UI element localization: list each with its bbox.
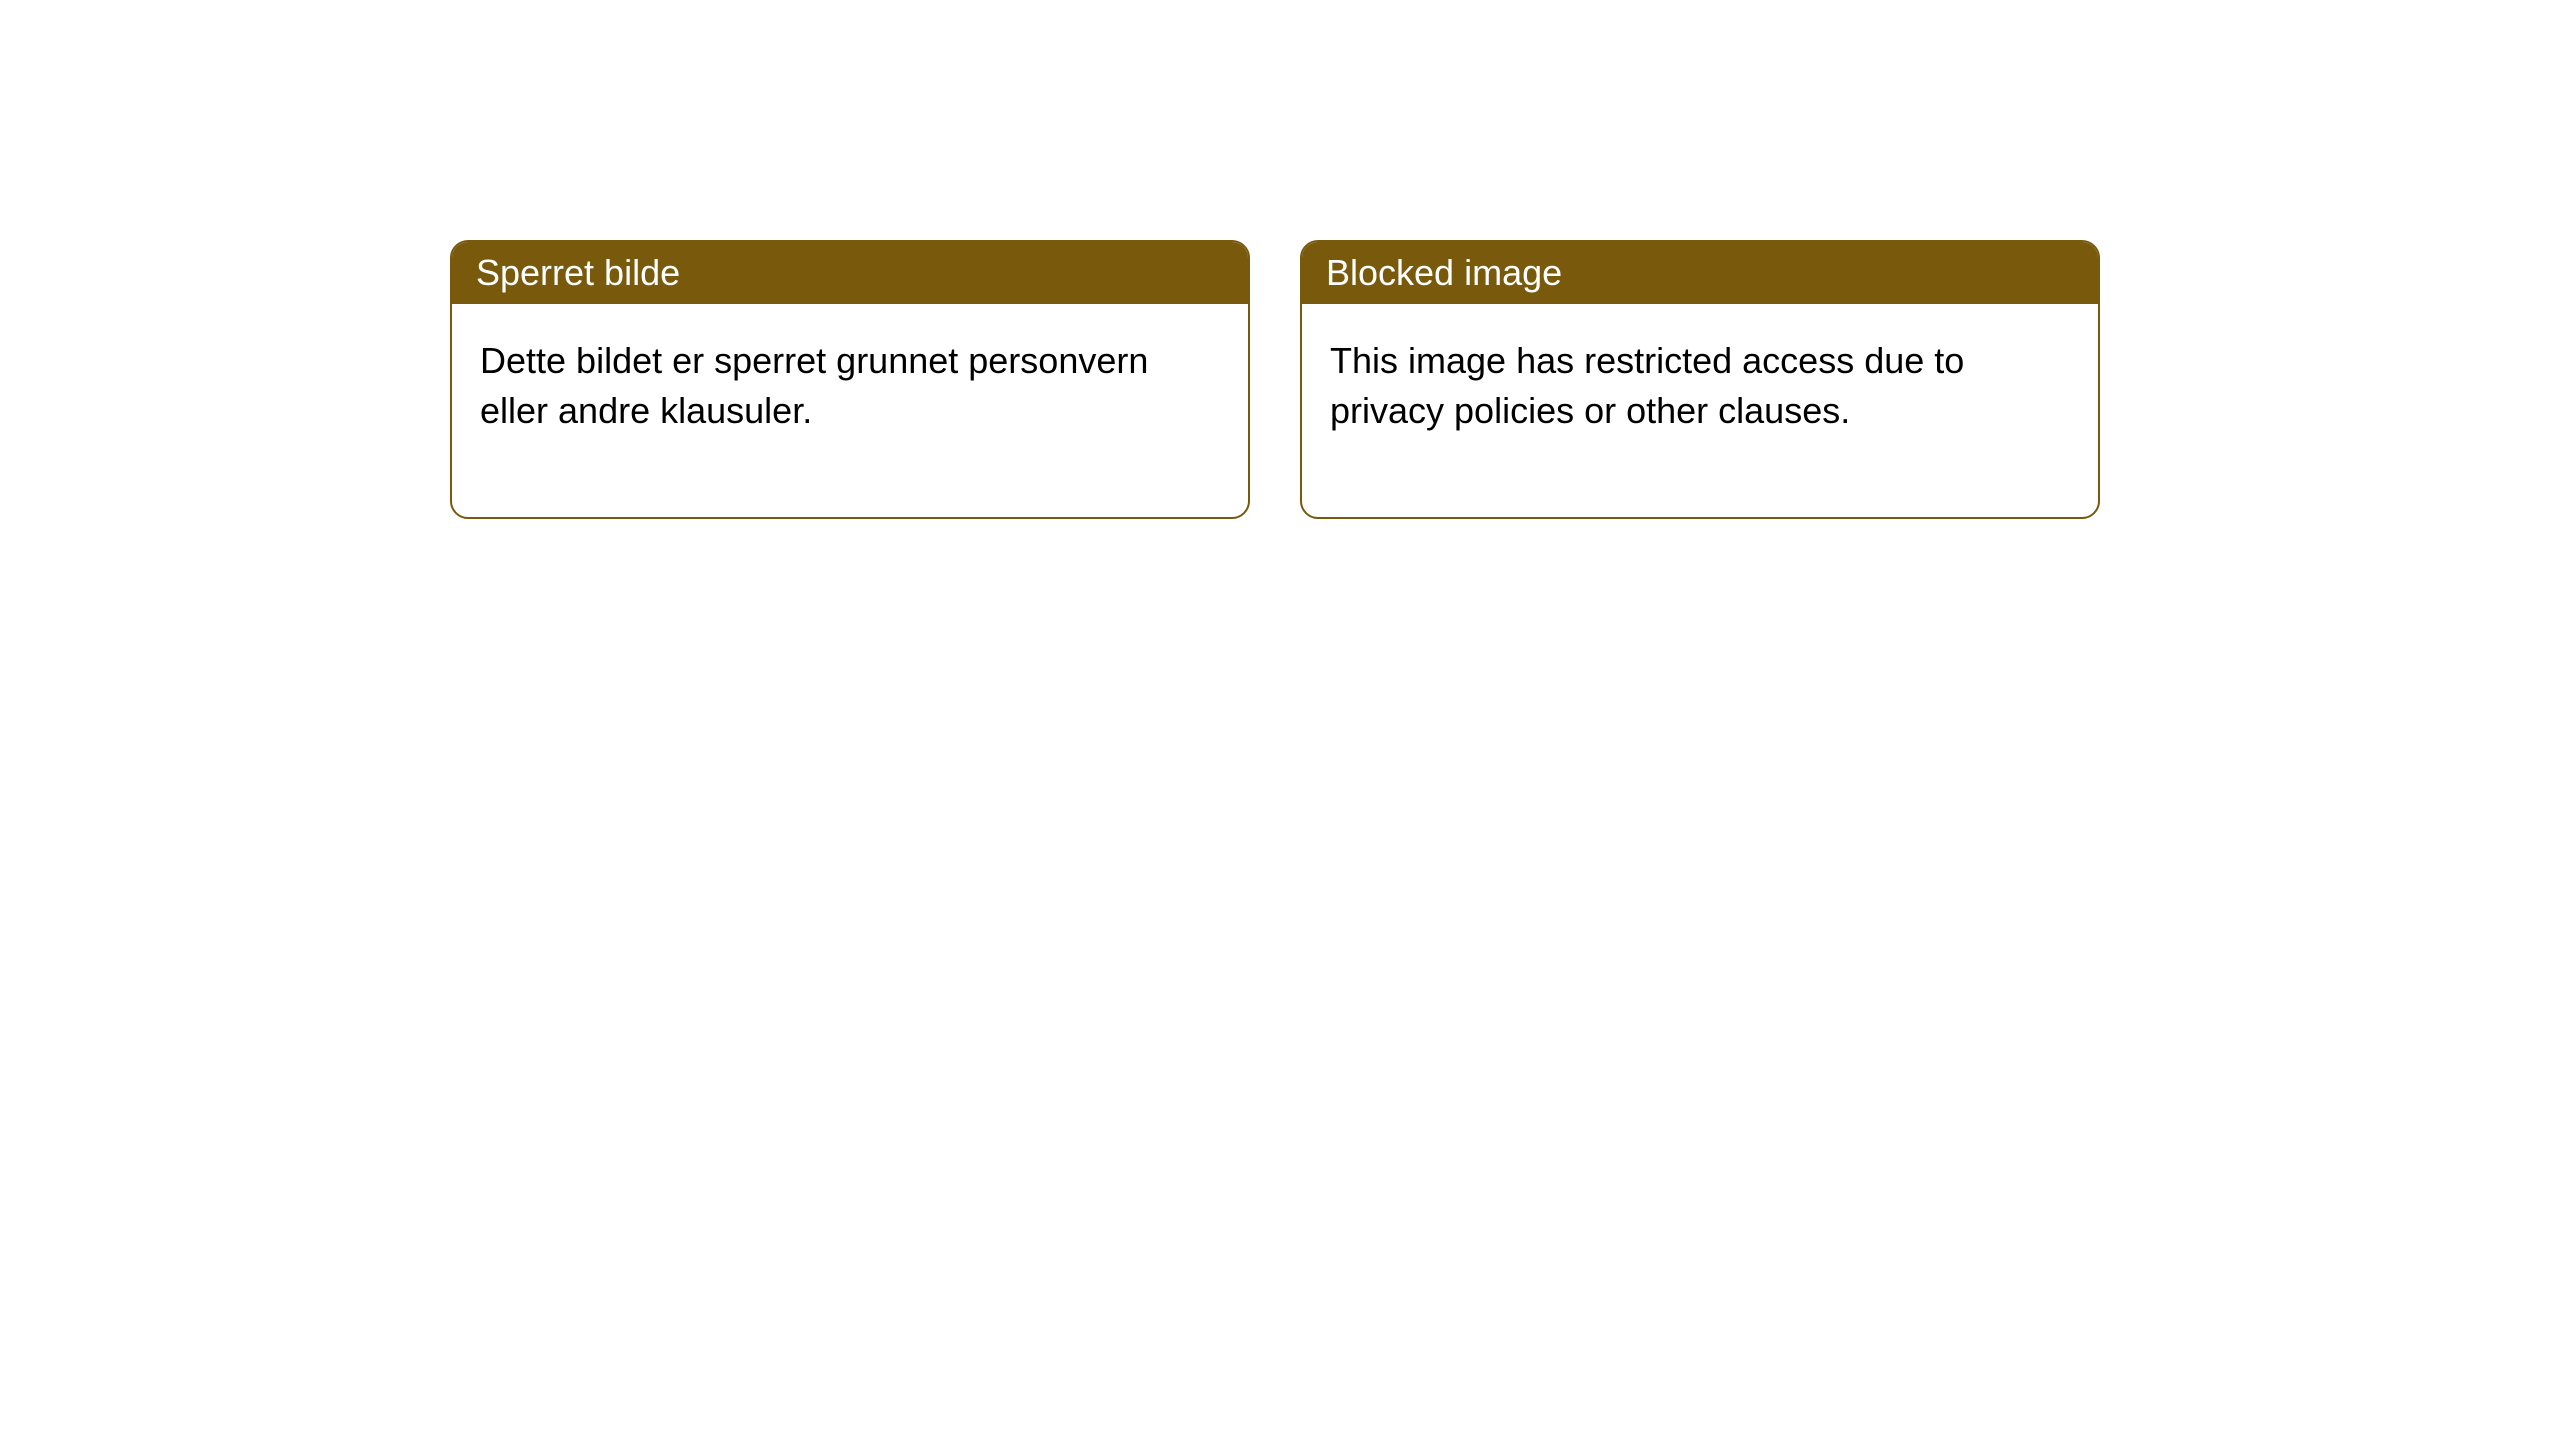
notice-card-en: Blocked image This image has restricted …	[1300, 240, 2100, 519]
notices-container: Sperret bilde Dette bildet er sperret gr…	[450, 240, 2100, 519]
notice-title-no: Sperret bilde	[452, 242, 1248, 304]
notice-body-en: This image has restricted access due to …	[1302, 304, 2098, 517]
notice-body-no: Dette bildet er sperret grunnet personve…	[452, 304, 1248, 517]
notice-card-no: Sperret bilde Dette bildet er sperret gr…	[450, 240, 1250, 519]
notice-title-en: Blocked image	[1302, 242, 2098, 304]
